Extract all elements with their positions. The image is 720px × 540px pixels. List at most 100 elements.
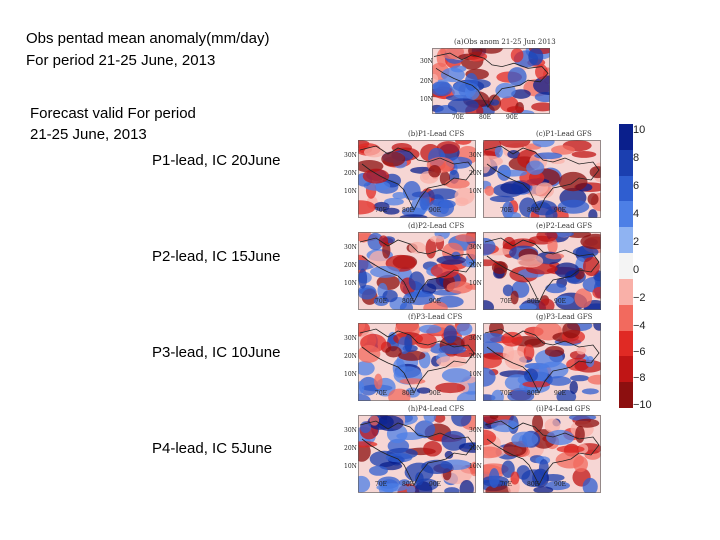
lat-label-10n-i: 10N — [469, 463, 482, 470]
map-panel-obs — [432, 48, 550, 114]
colorbar-segment — [619, 304, 633, 332]
lat-label-10n-g: 10N — [469, 371, 482, 378]
anomaly-field — [358, 140, 476, 218]
colorbar-segment — [619, 356, 633, 383]
lat-label-20n-b: 20N — [344, 170, 357, 177]
colorbar-segment — [619, 253, 633, 280]
panel-title-d: (d)P2-Lead CFS — [408, 222, 465, 230]
anomaly-field — [358, 415, 476, 493]
lat-label-20n-f: 20N — [344, 353, 357, 360]
lead-label-p4: P4-lead, IC 5June — [152, 440, 273, 457]
colorbar — [619, 124, 633, 409]
lon-label-90e-d: 90E — [429, 298, 442, 305]
panel-title-f: (f)P3-Lead CFS — [408, 313, 463, 321]
colorbar-tick-2: 2 — [633, 236, 640, 248]
forecast-line1: Forecast valid For period — [30, 105, 196, 122]
lat-label-30n-h: 30N — [344, 427, 357, 434]
lon-label-70e-h: 70E — [375, 481, 388, 488]
map-panel-p1-gfs — [483, 140, 601, 218]
lon-label-80e-a: 80E — [479, 114, 492, 121]
lat-label-30n-e: 30N — [469, 244, 482, 251]
map-panel-p3-gfs — [483, 323, 601, 401]
lon-label-90e-e: 90E — [554, 298, 567, 305]
panel-title-e: (e)P2-Lead GFS — [536, 222, 593, 230]
lat-label-10n-d: 10N — [344, 280, 357, 287]
anomaly-field — [483, 323, 601, 401]
lon-label-80e-f: 80E — [402, 390, 415, 397]
lon-label-90e-i: 90E — [554, 481, 567, 488]
lon-label-70e-g: 70E — [500, 390, 513, 397]
lat-label-20n-i: 20N — [469, 445, 482, 452]
lon-label-80e-g: 80E — [527, 390, 540, 397]
colorbar-segment — [619, 149, 633, 177]
colorbar-segment — [619, 382, 633, 409]
anomaly-field — [483, 232, 601, 310]
colorbar-tick-neg2: −2 — [633, 292, 646, 304]
lat-label-10n-f: 10N — [344, 371, 357, 378]
lon-label-80e-i: 80E — [527, 481, 540, 488]
lon-label-70e-f: 70E — [375, 390, 388, 397]
lon-label-90e-b: 90E — [429, 207, 442, 214]
lon-label-90e-a: 90E — [506, 114, 519, 121]
colorbar-segment — [619, 278, 633, 306]
colorbar-tick-0: 0 — [633, 264, 640, 276]
obs-title-line1: Obs pentad mean anomaly(mm/day) — [26, 30, 270, 47]
lat-label-20n-e: 20N — [469, 262, 482, 269]
colorbar-segment — [619, 175, 633, 202]
lead-label-p2: P2-lead, IC 15June — [152, 248, 281, 265]
colorbar-tick-neg4: −4 — [633, 320, 646, 332]
lat-label-30n-d: 30N — [344, 244, 357, 251]
lat-label-30n-a: 30N — [420, 58, 433, 65]
map-panel-p4-cfs — [358, 415, 476, 493]
map-panel-p2-cfs — [358, 232, 476, 310]
panel-title-h: (h)P4-Lead CFS — [408, 405, 465, 413]
panel-title-a: (a)Obs anom 21-25 Jun 2013 — [454, 38, 556, 46]
lon-label-80e-c: 80E — [527, 207, 540, 214]
anomaly-field — [432, 48, 550, 114]
lon-label-70e-c: 70E — [500, 207, 513, 214]
lat-label-10n-h: 10N — [344, 463, 357, 470]
colorbar-tick-neg8: −8 — [633, 372, 646, 384]
forecast-line2: 21-25 June, 2013 — [30, 126, 147, 143]
lat-label-20n-a: 20N — [420, 78, 433, 85]
anomaly-field — [483, 415, 601, 493]
lon-label-80e-d: 80E — [402, 298, 415, 305]
lat-label-10n-e: 10N — [469, 280, 482, 287]
lon-label-80e-b: 80E — [402, 207, 415, 214]
anomaly-field — [358, 323, 476, 401]
lat-label-30n-f: 30N — [344, 335, 357, 342]
map-panel-p4-gfs — [483, 415, 601, 493]
lat-label-20n-g: 20N — [469, 353, 482, 360]
map-panel-p3-cfs — [358, 323, 476, 401]
colorbar-tick-8: 8 — [633, 152, 640, 164]
colorbar-tick-4: 4 — [633, 208, 640, 220]
anomaly-field — [358, 232, 476, 310]
colorbar-segment — [619, 124, 633, 151]
lon-label-70e-d: 70E — [375, 298, 388, 305]
lat-label-20n-h: 20N — [344, 445, 357, 452]
lon-label-90e-c: 90E — [554, 207, 567, 214]
colorbar-tick-6: 6 — [633, 180, 640, 192]
colorbar-tick-neg10: −10 — [633, 399, 652, 411]
panel-title-b: (b)P1-Lead CFS — [408, 130, 465, 138]
lon-label-70e-a: 70E — [452, 114, 465, 121]
panel-title-c: (c)P1-Lead GFS — [536, 130, 592, 138]
colorbar-segment — [619, 201, 633, 228]
panel-title-g: (g)P3-Lead GFS — [536, 313, 593, 321]
lat-label-20n-c: 20N — [469, 170, 482, 177]
colorbar-tick-neg6: −6 — [633, 346, 646, 358]
map-panel-p2-gfs — [483, 232, 601, 310]
lat-label-10n-a: 10N — [420, 96, 433, 103]
lead-label-p3: P3-lead, IC 10June — [152, 344, 281, 361]
lon-label-90e-h: 90E — [429, 481, 442, 488]
panel-title-i: (i)P4-Lead GFS — [536, 405, 591, 413]
map-panel-p1-cfs — [358, 140, 476, 218]
lat-label-20n-d: 20N — [344, 262, 357, 269]
lat-label-30n-c: 30N — [469, 152, 482, 159]
lon-label-70e-b: 70E — [375, 207, 388, 214]
lat-label-10n-b: 10N — [344, 188, 357, 195]
lon-label-80e-e: 80E — [527, 298, 540, 305]
lat-label-30n-b: 30N — [344, 152, 357, 159]
lat-label-30n-i: 30N — [469, 427, 482, 434]
lon-label-70e-e: 70E — [500, 298, 513, 305]
